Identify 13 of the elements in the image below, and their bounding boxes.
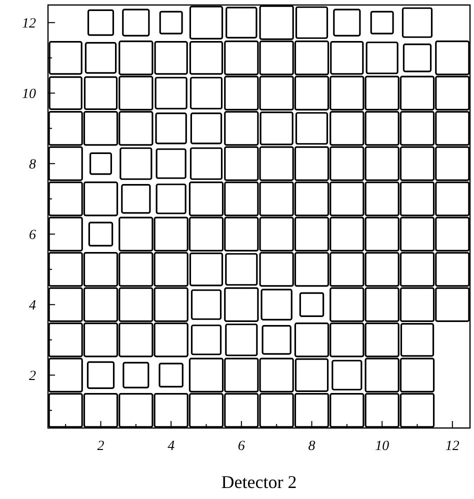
x-tick-label: 10: [375, 439, 390, 454]
y-tick-label: 10: [22, 87, 36, 102]
y-tick-label: 8: [29, 158, 36, 173]
y-tick-label: 12: [22, 16, 36, 32]
y-tick-label: 4: [29, 298, 36, 314]
x-tick-label: 6: [238, 439, 245, 454]
y-tick-label: 2: [29, 369, 36, 384]
x-tick-label: 2: [97, 439, 104, 454]
x-tick-label: 12: [445, 439, 460, 454]
y-tick-label: 6: [29, 228, 36, 244]
x-axis-title: Detector 2: [221, 472, 297, 492]
x-tick-label: 8: [308, 439, 316, 454]
x-tick-label: 4: [168, 439, 175, 454]
